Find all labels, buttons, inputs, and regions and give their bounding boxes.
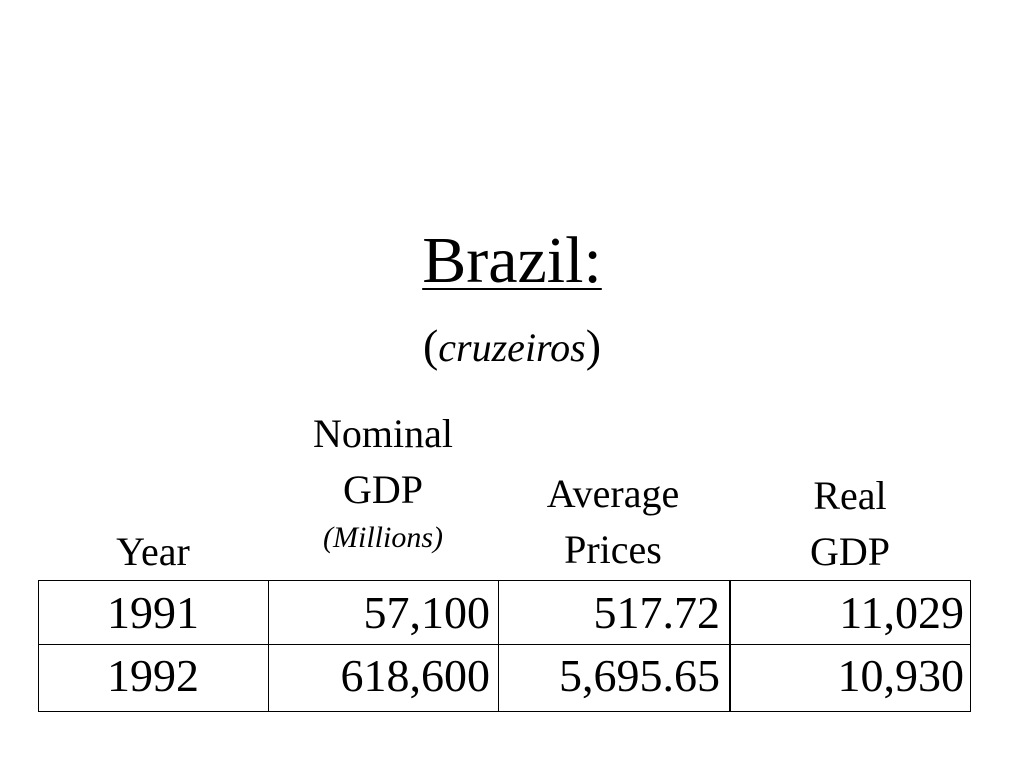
header-real-gdp: Real GDP: [730, 468, 970, 580]
cell-real-gdp: 10,930: [837, 650, 965, 701]
header-real-line1: Real: [813, 473, 887, 518]
row-divider: [731, 644, 970, 645]
header-nominal-line1: Nominal: [313, 411, 453, 456]
cell-real-gdp: 11,029: [839, 587, 964, 638]
subtitle-unit: cruzeiros: [438, 325, 586, 370]
column-divider: [268, 581, 269, 711]
currency-subtitle: (cruzeiros): [0, 320, 1024, 374]
header-nominal-gdp: Nominal GDP (Millions): [268, 406, 498, 558]
header-real-line2: GDP: [809, 529, 891, 574]
subtitle-open-paren: (: [422, 320, 439, 371]
header-nominal-line2: GDP: [342, 467, 424, 512]
header-avg-line1: Average: [546, 471, 680, 516]
cell-nominal-gdp: 618,600: [340, 650, 491, 701]
cell-nominal-gdp: 57,100: [363, 587, 491, 638]
header-year: Year: [38, 524, 268, 580]
row-divider: [39, 644, 729, 645]
data-table-real-gdp: [730, 580, 971, 712]
header-nominal-unit: (Millions): [323, 521, 443, 554]
header-avg-line2: Prices: [564, 527, 662, 572]
data-table-main: [38, 580, 730, 712]
header-year-label: Year: [116, 529, 190, 574]
header-average-prices: Average Prices: [498, 466, 728, 578]
cell-year: 1992: [107, 650, 199, 701]
cell-average-prices: 517.72: [593, 587, 721, 638]
page-title: Brazil:: [422, 224, 602, 297]
column-divider: [498, 581, 499, 711]
subtitle-close-paren: ): [585, 320, 602, 371]
cell-year: 1991: [107, 587, 199, 638]
cell-average-prices: 5,695.65: [559, 650, 720, 701]
